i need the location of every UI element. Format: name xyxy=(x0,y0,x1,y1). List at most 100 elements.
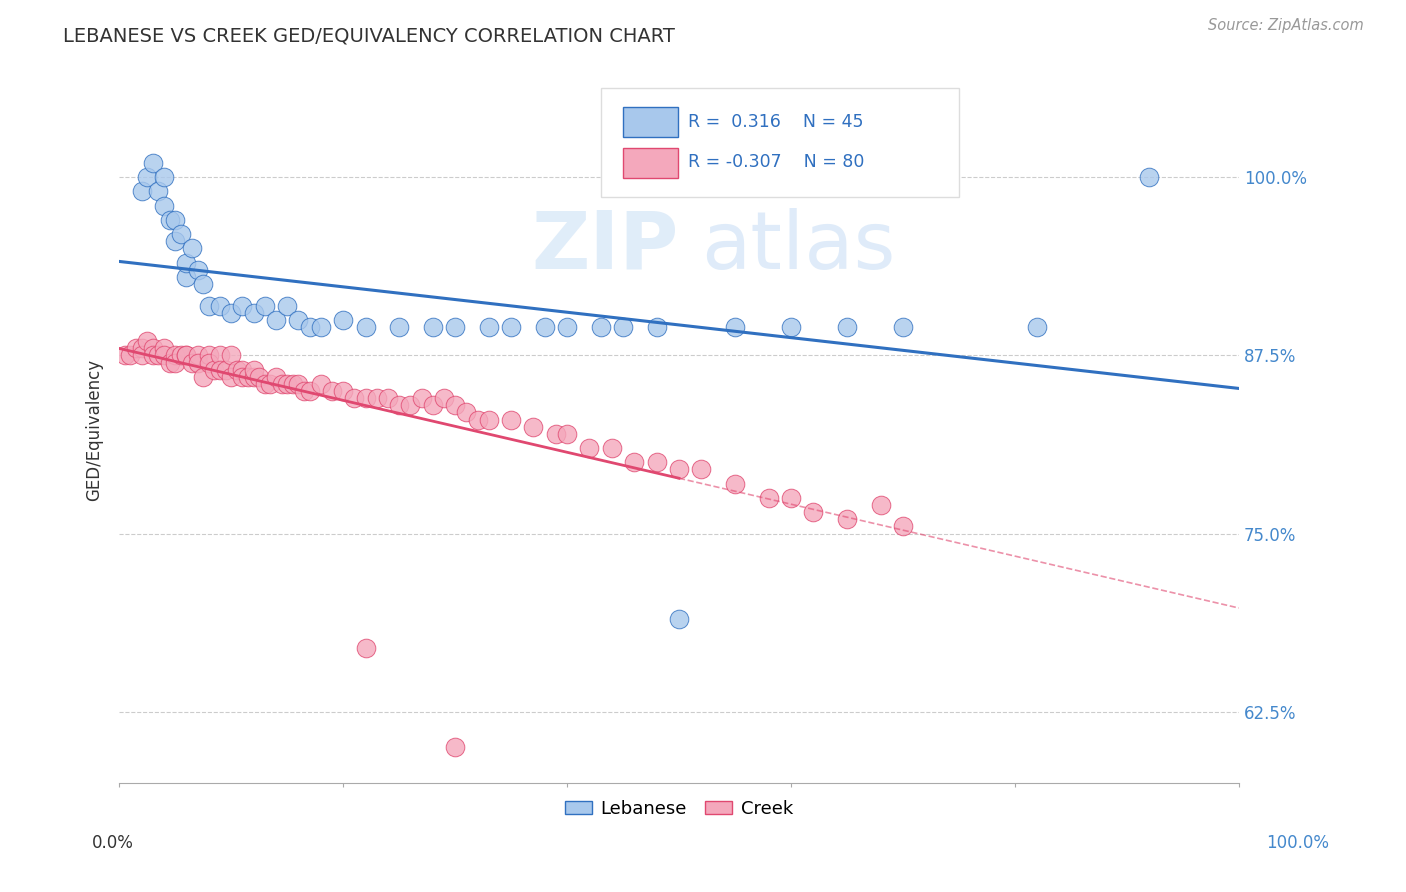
Point xyxy=(242,305,264,319)
Point xyxy=(242,369,264,384)
Point xyxy=(645,455,668,469)
FancyBboxPatch shape xyxy=(600,88,959,197)
Point xyxy=(187,263,209,277)
Point xyxy=(690,462,713,476)
Point xyxy=(780,491,803,505)
Point xyxy=(869,498,891,512)
Point xyxy=(332,312,354,326)
Text: atlas: atlas xyxy=(702,208,896,285)
Point xyxy=(801,505,824,519)
Text: 0.0%: 0.0% xyxy=(91,834,134,852)
Point xyxy=(198,355,221,369)
Point xyxy=(399,398,422,412)
Point xyxy=(136,170,159,185)
Point xyxy=(176,348,198,362)
Point xyxy=(253,376,276,391)
Point xyxy=(114,348,136,362)
Point xyxy=(835,512,858,526)
Point xyxy=(231,369,253,384)
Point xyxy=(276,376,298,391)
Point xyxy=(332,384,354,398)
Point xyxy=(298,384,321,398)
Point xyxy=(247,369,270,384)
Point xyxy=(165,355,187,369)
Point xyxy=(377,391,399,405)
Point xyxy=(354,319,377,334)
Point xyxy=(208,362,231,376)
Point xyxy=(623,455,645,469)
Point xyxy=(170,227,193,242)
Point xyxy=(193,277,215,292)
Text: 100.0%: 100.0% xyxy=(1265,834,1329,852)
Point xyxy=(181,242,204,256)
Point xyxy=(444,319,467,334)
Point xyxy=(758,491,780,505)
Point xyxy=(422,398,444,412)
Point xyxy=(159,355,181,369)
Point xyxy=(578,441,600,455)
Point xyxy=(153,170,176,185)
Point xyxy=(214,362,236,376)
Point xyxy=(612,319,634,334)
Text: LEBANESE VS CREEK GED/EQUIVALENCY CORRELATION CHART: LEBANESE VS CREEK GED/EQUIVALENCY CORREL… xyxy=(63,27,675,45)
Point xyxy=(555,319,578,334)
Point xyxy=(236,369,259,384)
Point xyxy=(131,348,153,362)
Point xyxy=(148,348,170,362)
Point xyxy=(388,319,411,334)
Point xyxy=(231,299,253,313)
Point xyxy=(600,441,623,455)
Point xyxy=(366,391,388,405)
Point xyxy=(125,341,148,355)
Y-axis label: GED/Equivalency: GED/Equivalency xyxy=(86,359,103,501)
Point xyxy=(444,740,467,755)
Point xyxy=(456,405,478,419)
Point xyxy=(225,362,247,376)
Point xyxy=(668,612,690,626)
Text: R = -0.307    N = 80: R = -0.307 N = 80 xyxy=(688,153,865,171)
Point xyxy=(668,462,690,476)
Point xyxy=(292,384,315,398)
Point xyxy=(388,398,411,412)
Point xyxy=(208,348,231,362)
Point xyxy=(501,412,523,426)
Point xyxy=(165,235,187,249)
Point xyxy=(422,319,444,334)
Point xyxy=(891,519,914,533)
Point xyxy=(287,376,309,391)
Point xyxy=(198,299,221,313)
Point xyxy=(555,426,578,441)
Point xyxy=(287,312,309,326)
Point xyxy=(354,391,377,405)
Point xyxy=(176,348,198,362)
Point xyxy=(478,412,501,426)
Point xyxy=(198,348,221,362)
Point xyxy=(467,412,489,426)
Point xyxy=(142,156,165,170)
Point xyxy=(444,398,467,412)
Point xyxy=(1026,319,1049,334)
Point xyxy=(219,305,242,319)
Point xyxy=(204,362,226,376)
Point xyxy=(193,369,215,384)
Point xyxy=(176,256,198,270)
Point xyxy=(354,640,377,655)
Point xyxy=(411,391,433,405)
Point xyxy=(533,319,555,334)
Point xyxy=(501,319,523,334)
Point xyxy=(264,312,287,326)
Point xyxy=(153,341,176,355)
Point xyxy=(208,299,231,313)
Point xyxy=(544,426,567,441)
Point xyxy=(219,369,242,384)
FancyBboxPatch shape xyxy=(623,107,678,136)
Point xyxy=(120,348,142,362)
Point xyxy=(142,348,165,362)
Point xyxy=(645,319,668,334)
Point xyxy=(309,319,332,334)
Point xyxy=(589,319,612,334)
Point xyxy=(891,319,914,334)
Point xyxy=(780,319,803,334)
Point xyxy=(231,362,253,376)
Text: ZIP: ZIP xyxy=(531,208,679,285)
